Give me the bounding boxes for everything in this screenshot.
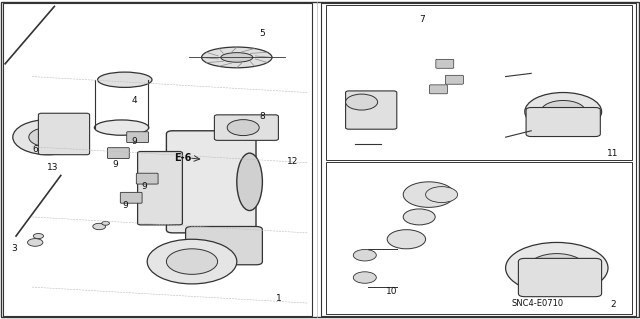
FancyBboxPatch shape <box>436 59 454 68</box>
Circle shape <box>186 249 218 265</box>
FancyBboxPatch shape <box>108 148 129 159</box>
Text: 13: 13 <box>47 163 58 172</box>
Circle shape <box>541 100 586 123</box>
Text: 9: 9 <box>122 201 127 210</box>
Text: 3: 3 <box>12 244 17 253</box>
Text: 4: 4 <box>132 96 137 105</box>
Circle shape <box>387 230 426 249</box>
Circle shape <box>33 234 44 239</box>
Circle shape <box>147 239 237 284</box>
Circle shape <box>102 221 109 225</box>
FancyBboxPatch shape <box>518 258 602 297</box>
Text: 9: 9 <box>141 182 147 191</box>
Ellipse shape <box>237 153 262 211</box>
Text: 11: 11 <box>607 149 619 158</box>
Circle shape <box>166 249 218 274</box>
FancyBboxPatch shape <box>186 226 262 265</box>
Text: 7: 7 <box>420 15 425 24</box>
FancyBboxPatch shape <box>38 113 90 155</box>
FancyBboxPatch shape <box>136 173 158 184</box>
FancyBboxPatch shape <box>526 108 600 137</box>
Circle shape <box>13 120 83 155</box>
Text: 9: 9 <box>132 137 137 146</box>
Circle shape <box>506 242 608 293</box>
Circle shape <box>403 182 454 207</box>
Text: 2: 2 <box>611 300 616 309</box>
Ellipse shape <box>95 120 149 135</box>
FancyBboxPatch shape <box>127 132 148 143</box>
Circle shape <box>29 128 67 147</box>
Circle shape <box>353 272 376 283</box>
Ellipse shape <box>227 120 259 136</box>
Text: 1: 1 <box>276 294 281 303</box>
Text: 5: 5 <box>260 29 265 38</box>
FancyBboxPatch shape <box>346 91 397 129</box>
Circle shape <box>528 254 586 282</box>
Text: SNC4-E0710: SNC4-E0710 <box>511 299 564 308</box>
FancyBboxPatch shape <box>429 85 447 94</box>
Text: 12: 12 <box>287 157 298 166</box>
Text: 8: 8 <box>260 112 265 121</box>
Circle shape <box>525 93 602 131</box>
Ellipse shape <box>202 47 272 68</box>
FancyBboxPatch shape <box>166 131 256 233</box>
FancyBboxPatch shape <box>445 75 463 84</box>
Text: 6: 6 <box>33 145 38 154</box>
Ellipse shape <box>221 53 253 62</box>
Text: E-6: E-6 <box>173 153 191 163</box>
Text: 10: 10 <box>386 287 397 296</box>
Circle shape <box>346 94 378 110</box>
Circle shape <box>426 187 458 203</box>
FancyBboxPatch shape <box>138 152 182 225</box>
Text: 9: 9 <box>113 160 118 169</box>
FancyBboxPatch shape <box>120 192 142 203</box>
Circle shape <box>353 249 376 261</box>
Circle shape <box>28 239 43 246</box>
Ellipse shape <box>98 72 152 87</box>
Circle shape <box>93 223 106 230</box>
Circle shape <box>403 209 435 225</box>
FancyBboxPatch shape <box>214 115 278 140</box>
